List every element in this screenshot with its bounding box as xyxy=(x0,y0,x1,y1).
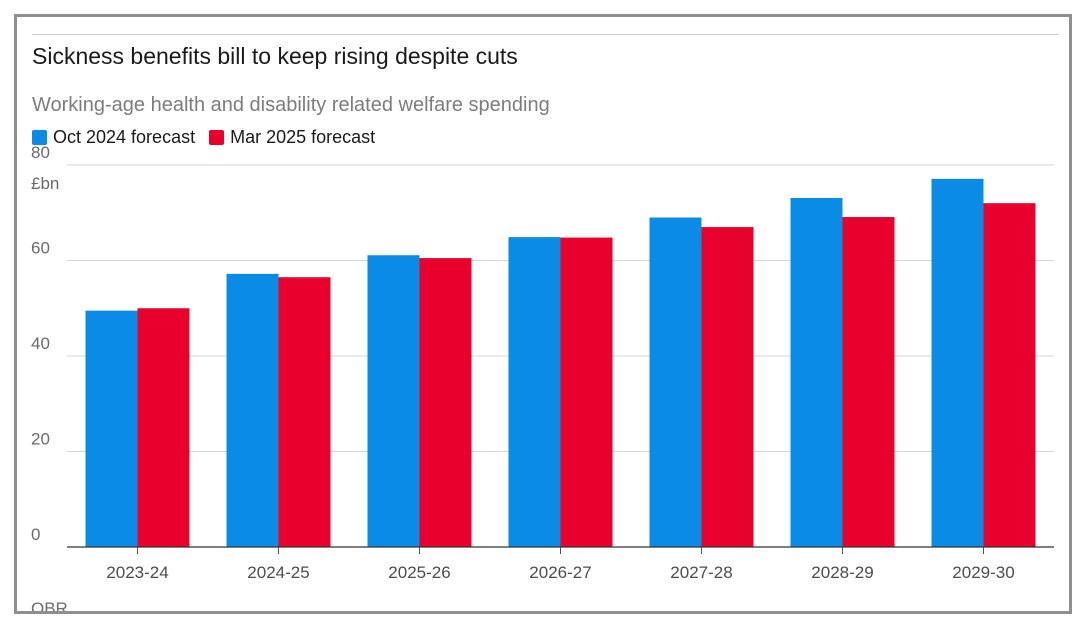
x-tick-label-2026-27: 2026-27 xyxy=(529,563,591,582)
source-note: OBR xyxy=(31,599,68,614)
chart-frame: Sickness benefits bill to keep rising de… xyxy=(14,14,1072,614)
legend-item-mar-2025: Mar 2025 forecast xyxy=(209,127,375,148)
bar-mar-2025-2028-29 xyxy=(842,217,895,548)
x-tick-label-2028-29: 2028-29 xyxy=(811,563,873,582)
y-tick-label-20: 20 xyxy=(31,430,50,449)
top-rule xyxy=(32,34,1059,35)
y-tick-label-0: 0 xyxy=(31,525,40,544)
x-tick-label-2025-26: 2025-26 xyxy=(388,563,450,582)
bar-oct-2024-2023-24 xyxy=(85,310,138,547)
bar-oct-2024-2029-30 xyxy=(931,178,984,547)
x-tick-label-2027-28: 2027-28 xyxy=(670,563,732,582)
y-tick-label-40: 40 xyxy=(31,334,50,353)
legend-item-oct-2024: Oct 2024 forecast xyxy=(32,127,195,148)
y-axis-label: £bn xyxy=(31,174,59,193)
bar-oct-2024-2024-25 xyxy=(226,273,279,547)
bar-mar-2025-2023-24 xyxy=(137,308,190,547)
chart-title: Sickness benefits bill to keep rising de… xyxy=(32,43,518,69)
x-tick-label-2029-30: 2029-30 xyxy=(952,563,1014,582)
legend: Oct 2024 forecast Mar 2025 forecast xyxy=(32,127,389,148)
legend-label-mar-2025: Mar 2025 forecast xyxy=(230,127,376,147)
bar-mar-2025-2026-27 xyxy=(560,237,613,547)
x-tick-label-2024-25: 2024-25 xyxy=(247,563,309,582)
legend-swatch-mar-2025 xyxy=(209,130,225,145)
bar-oct-2024-2027-28 xyxy=(649,217,702,547)
bar-mar-2025-2029-30 xyxy=(983,203,1036,547)
bar-mar-2025-2024-25 xyxy=(278,277,331,547)
y-tick-label-60: 60 xyxy=(31,239,50,258)
y-tick-label-80: 80 xyxy=(31,143,50,162)
bar-mar-2025-2027-28 xyxy=(701,227,754,547)
bar-oct-2024-2026-27 xyxy=(508,237,561,548)
bar-mar-2025-2025-26 xyxy=(419,258,472,547)
legend-swatch-oct-2024 xyxy=(32,130,47,145)
bar-oct-2024-2028-29 xyxy=(790,197,843,547)
legend-label-oct-2024: Oct 2024 forecast xyxy=(53,127,196,147)
chart-subtitle: Working-age health and disability relate… xyxy=(32,94,550,116)
bar-oct-2024-2025-26 xyxy=(367,255,420,547)
x-tick-label-2023-24: 2023-24 xyxy=(106,563,168,582)
bar-chart: 0 20 40 60 80 £bn 2023-24 2024-25 2025-26 2026-27… xyxy=(31,143,1054,582)
